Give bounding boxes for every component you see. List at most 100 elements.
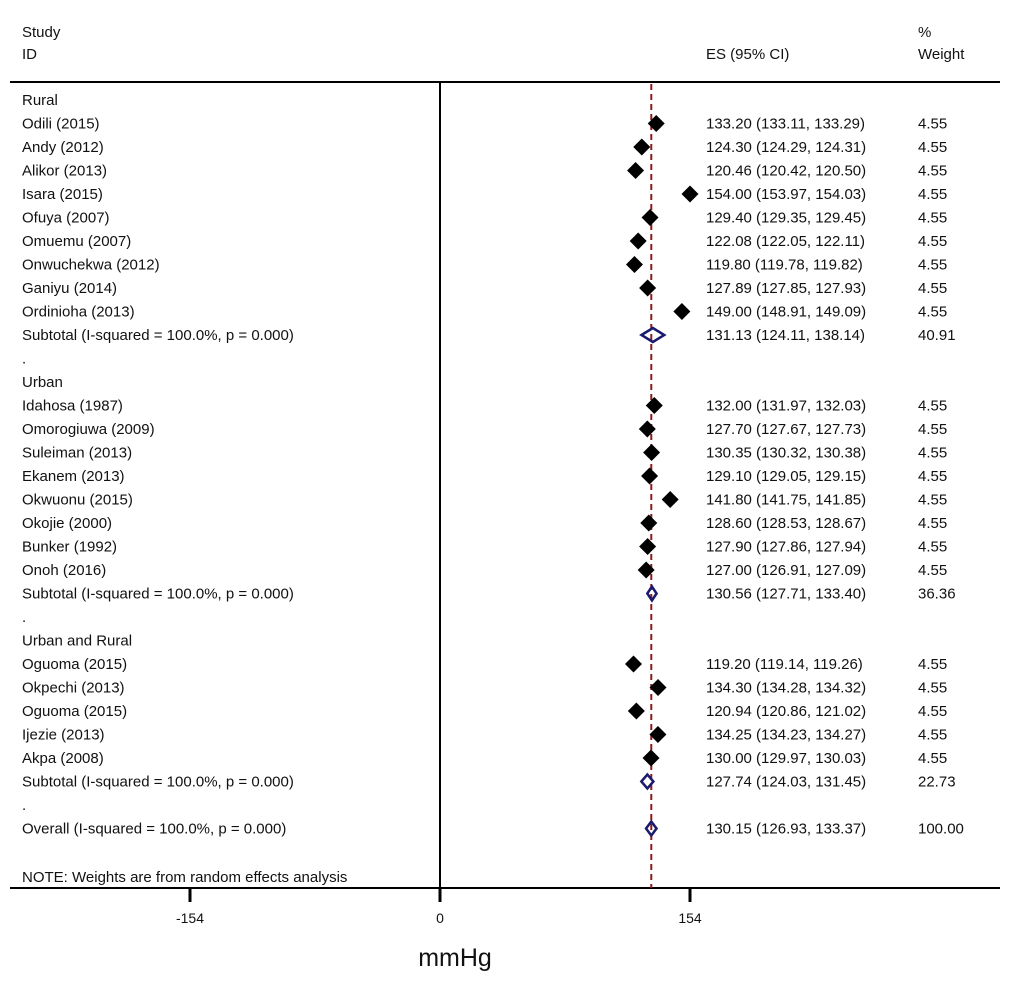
effect-ci-label: 127.74 (124.03, 131.45) <box>706 774 866 791</box>
effect-ci-label: 149.00 (148.91, 149.09) <box>706 304 866 321</box>
weight-label: 4.55 <box>918 210 947 227</box>
weight-label: 36.36 <box>918 586 956 603</box>
weight-label: 4.55 <box>918 445 947 462</box>
study-label: Alikor (2013) <box>22 163 107 180</box>
header-weight-percent: % <box>918 24 931 41</box>
weight-label: 4.55 <box>918 680 947 697</box>
effect-ci-label: 154.00 (153.97, 154.03) <box>706 186 866 203</box>
effect-ci-label: 120.46 (120.42, 120.50) <box>706 163 866 180</box>
weight-label: 4.55 <box>918 280 947 297</box>
study-label: Ekanem (2013) <box>22 468 125 485</box>
subtotal-diamond <box>645 584 659 603</box>
weight-label: 4.55 <box>918 116 947 133</box>
effect-ci-label: 134.30 (134.28, 134.32) <box>706 680 866 697</box>
effect-ci-label: 129.40 (129.35, 129.45) <box>706 210 866 227</box>
weight-label: 4.55 <box>918 562 947 579</box>
study-label: Oguoma (2015) <box>22 656 127 673</box>
subtotal-diamond <box>639 772 656 791</box>
spacer-label: . <box>22 351 26 368</box>
study-label: Isara (2015) <box>22 186 103 203</box>
study-label: Suleiman (2013) <box>22 445 132 462</box>
weight-label: 4.55 <box>918 421 947 438</box>
study-label: Akpa (2008) <box>22 750 104 767</box>
study-label: Okpechi (2013) <box>22 680 125 697</box>
effect-ci-label: 122.08 (122.05, 122.11) <box>706 233 865 250</box>
study-label: Ordinioha (2013) <box>22 304 135 321</box>
x-axis-label: mmHg <box>418 944 492 972</box>
study-label: Omuemu (2007) <box>22 233 131 250</box>
study-label: Okojie (2000) <box>22 515 112 532</box>
group-label: Rural <box>22 92 58 109</box>
weight-label: 4.55 <box>918 233 947 250</box>
effect-ci-label: 130.00 (129.97, 130.03) <box>706 750 866 767</box>
weight-label: 100.00 <box>918 821 964 838</box>
study-label: Onoh (2016) <box>22 562 106 579</box>
weight-label: 4.55 <box>918 727 947 744</box>
subtotal-diamond <box>639 326 667 344</box>
header-id: ID <box>22 46 37 63</box>
effect-ci-label: 131.13 (124.11, 138.14) <box>706 327 865 344</box>
weight-label: 4.55 <box>918 304 947 321</box>
weight-label: 4.55 <box>918 163 947 180</box>
effect-ci-label: 124.30 (124.29, 124.31) <box>706 139 866 156</box>
effect-ci-label: 127.90 (127.86, 127.94) <box>706 539 866 556</box>
header-es: ES (95% CI) <box>706 46 789 63</box>
effect-ci-label: 120.94 (120.86, 121.02) <box>706 703 866 720</box>
x-tick-label: 0 <box>436 910 444 926</box>
weight-label: 22.73 <box>918 774 956 791</box>
study-label: Omorogiuwa (2009) <box>22 421 155 438</box>
effect-ci-label: 134.25 (134.23, 134.27) <box>706 727 866 744</box>
weight-label: 4.55 <box>918 515 947 532</box>
overall-diamond <box>644 819 659 838</box>
study-label: Oguoma (2015) <box>22 703 127 720</box>
weight-label: 4.55 <box>918 139 947 156</box>
x-axis: -154 0 154 <box>176 888 702 926</box>
effect-ci-label: 129.10 (129.05, 129.15) <box>706 468 866 485</box>
study-label: Ofuya (2007) <box>22 210 110 227</box>
weight-label: 4.55 <box>918 750 947 767</box>
effect-ci-label: 119.20 (119.14, 119.26) <box>706 656 863 673</box>
effect-marks <box>625 115 699 838</box>
effect-ci-label: 130.15 (126.93, 133.37) <box>706 821 866 838</box>
subtotal-label: Subtotal (I-squared = 100.0%, p = 0.000) <box>22 327 294 344</box>
subtotal-label: Subtotal (I-squared = 100.0%, p = 0.000) <box>22 774 294 791</box>
study-label: Bunker (1992) <box>22 539 117 556</box>
effect-ci-label: 130.35 (130.32, 130.38) <box>706 445 866 462</box>
weight-label: 4.55 <box>918 468 947 485</box>
weight-label: 4.55 <box>918 398 947 415</box>
effect-ci-label: 127.70 (127.67, 127.73) <box>706 421 866 438</box>
study-label: Okwuonu (2015) <box>22 492 133 509</box>
overall-label: Overall (I-squared = 100.0%, p = 0.000) <box>22 821 286 838</box>
effect-ci-label: 133.20 (133.11, 133.29) <box>706 116 865 133</box>
effect-ci-label: 130.56 (127.71, 133.40) <box>706 586 866 603</box>
weights-note: NOTE: Weights are from random effects an… <box>22 869 347 886</box>
header-weight: Weight <box>918 46 965 63</box>
effect-ci-label: 127.00 (126.91, 127.09) <box>706 562 866 579</box>
group-label: Urban <box>22 374 63 391</box>
study-label: Onwuchekwa (2012) <box>22 257 160 274</box>
x-tick-label: 154 <box>678 910 702 926</box>
weight-label: 4.55 <box>918 186 947 203</box>
study-label: Idahosa (1987) <box>22 398 123 415</box>
spacer-label: . <box>22 609 26 626</box>
study-label: Ganiyu (2014) <box>22 280 117 297</box>
weight-label: 40.91 <box>918 327 956 344</box>
header-study: Study <box>22 24 61 41</box>
subtotal-label: Subtotal (I-squared = 100.0%, p = 0.000) <box>22 586 294 603</box>
weight-label: 4.55 <box>918 539 947 556</box>
weight-label: 4.55 <box>918 257 947 274</box>
weight-label: 4.55 <box>918 703 947 720</box>
effect-ci-label: 141.80 (141.75, 141.85) <box>706 492 866 509</box>
group-label: Urban and Rural <box>22 633 132 650</box>
effect-ci-label: 119.80 (119.78, 119.82) <box>706 257 863 274</box>
effect-ci-label: 128.60 (128.53, 128.67) <box>706 515 866 532</box>
study-label: Andy (2012) <box>22 139 104 156</box>
study-label: Ijezie (2013) <box>22 727 105 744</box>
spacer-label: . <box>22 797 26 814</box>
effect-ci-label: 132.00 (131.97, 132.03) <box>706 398 866 415</box>
weight-label: 4.55 <box>918 492 947 509</box>
effect-ci-label: 127.89 (127.85, 127.93) <box>706 280 866 297</box>
study-label: Odili (2015) <box>22 116 100 133</box>
study-rows: Rural Odili (2015) 133.20 (133.11, 133.29)… <box>22 92 964 838</box>
